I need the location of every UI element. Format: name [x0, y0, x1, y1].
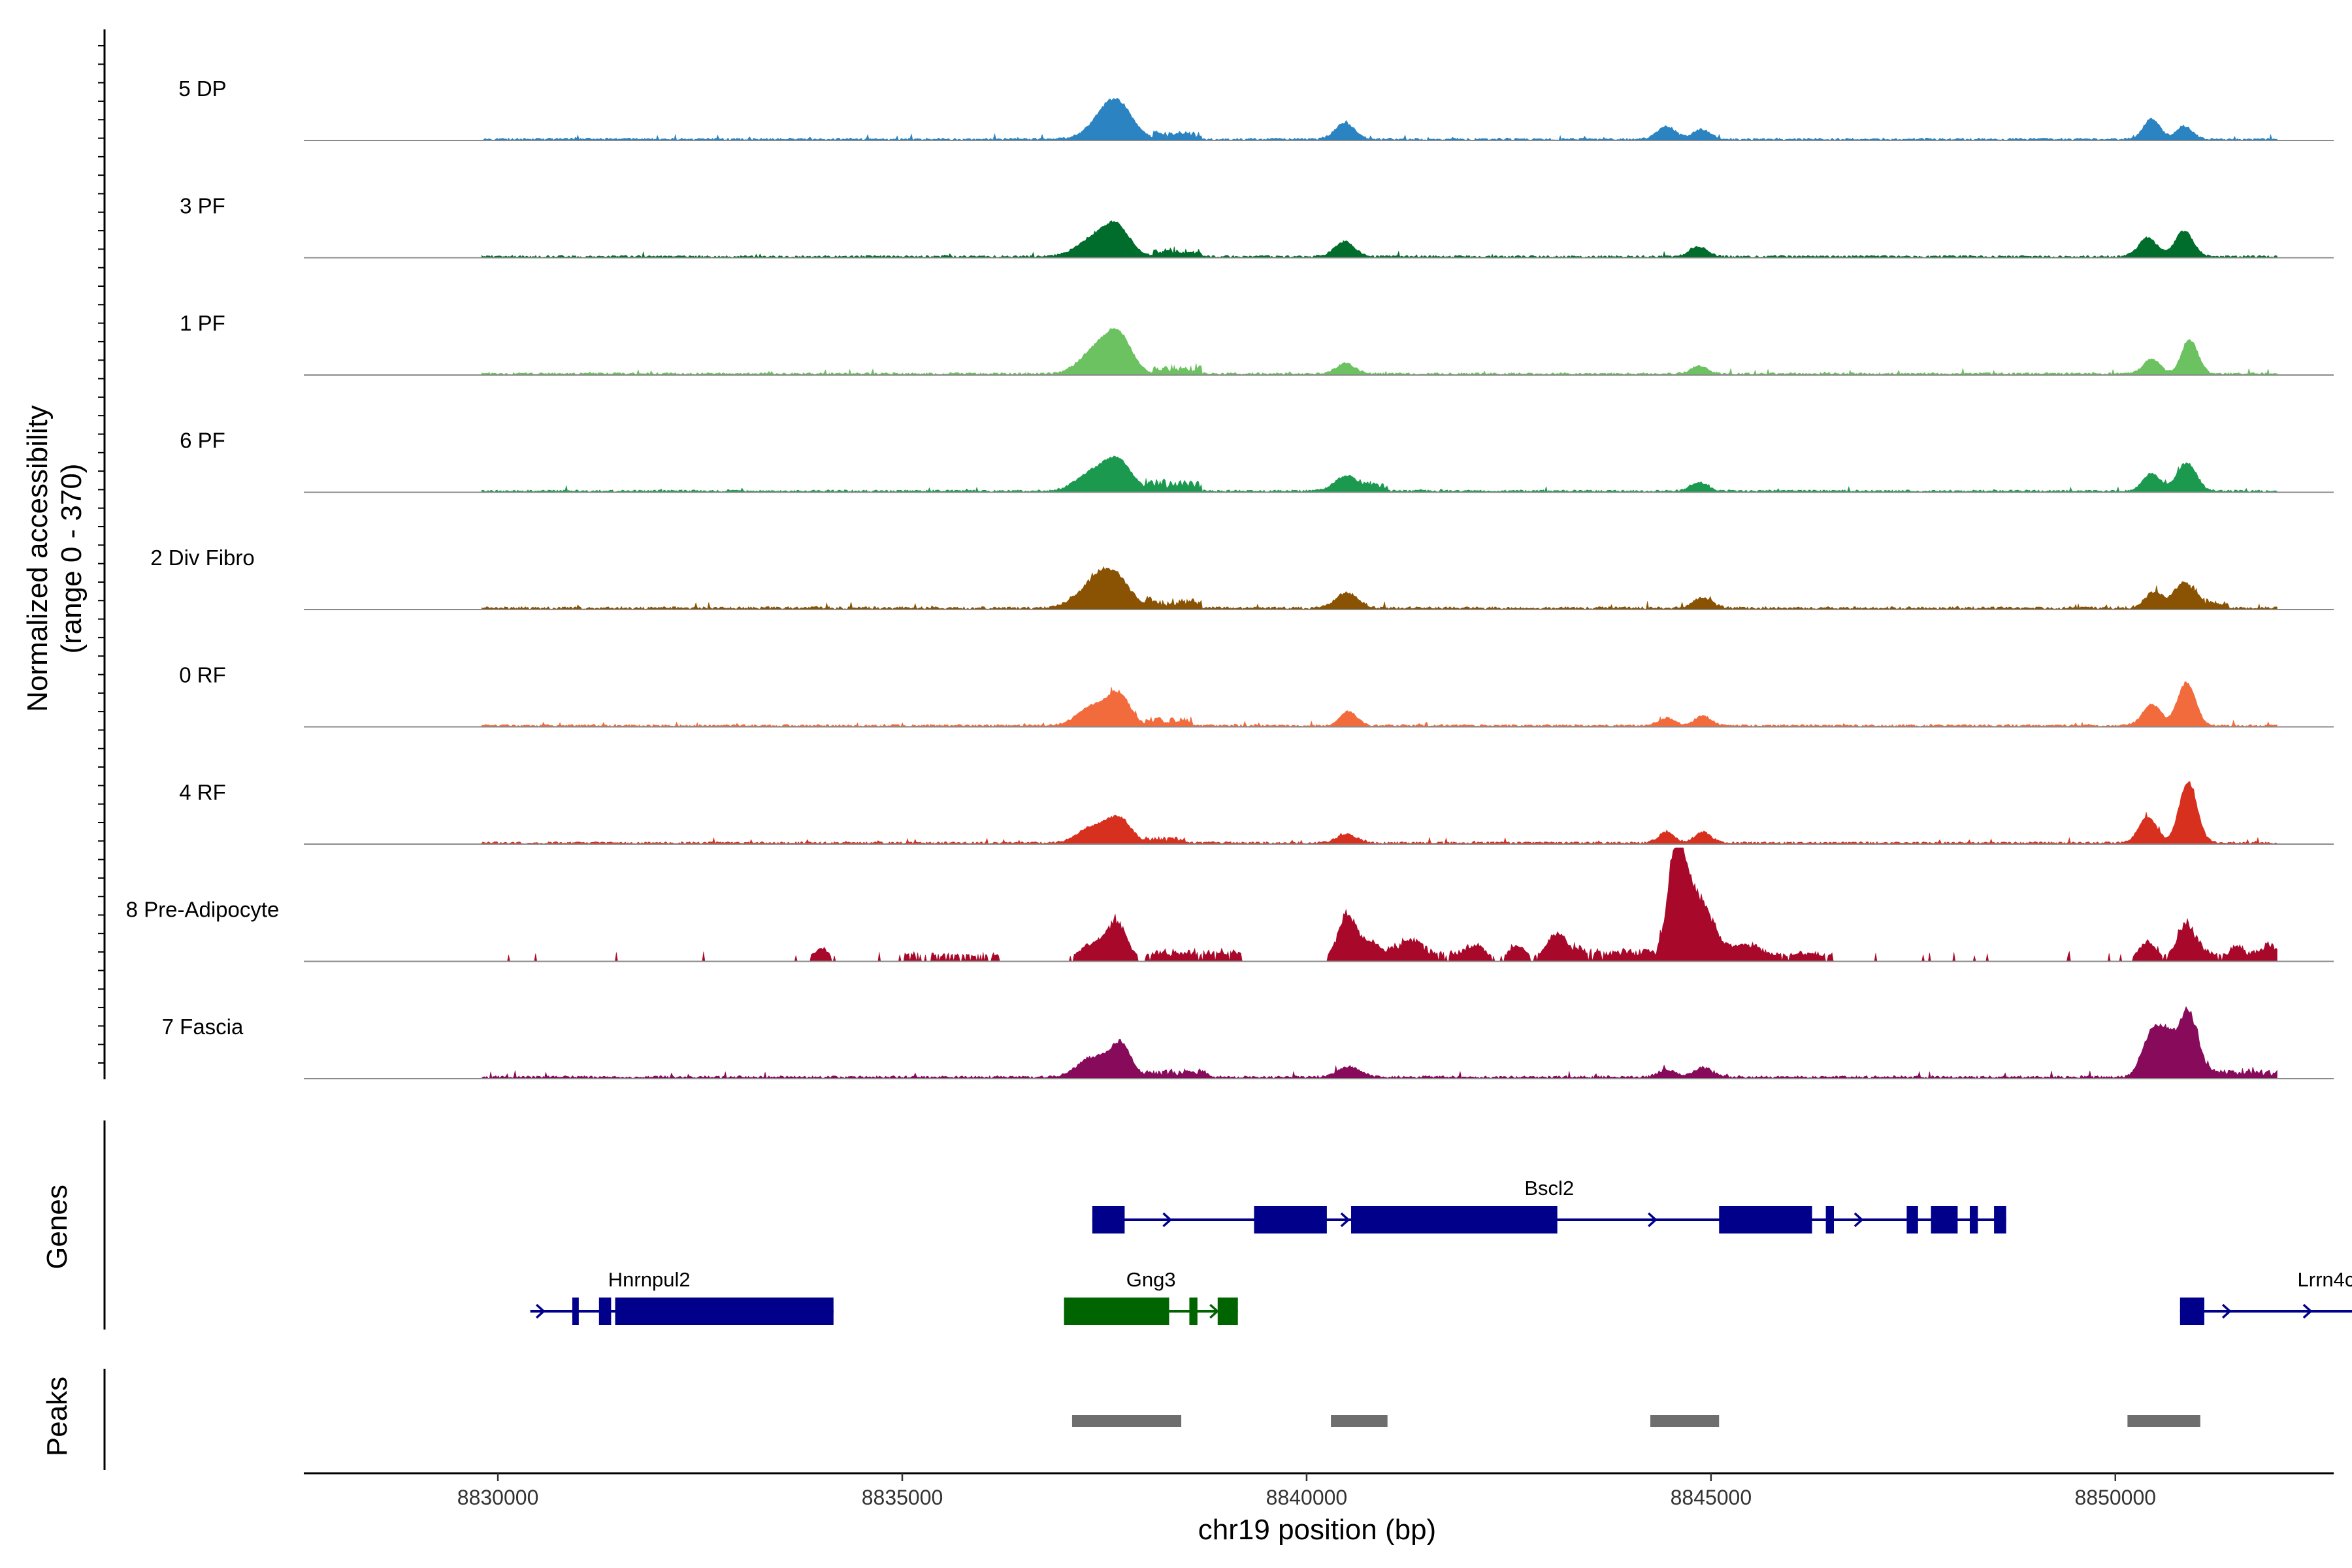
track-label: 2 Div Fibro: [150, 546, 255, 570]
x-axis-title: chr19 position (bp): [1198, 1514, 1436, 1546]
peak-region: [1331, 1415, 1388, 1427]
exon: [1189, 1298, 1198, 1325]
exon: [1906, 1206, 1918, 1233]
genes-panel-label: Genes: [41, 1184, 73, 1269]
coverage-track: 2 Div Fibro: [150, 546, 2334, 610]
exon: [1969, 1206, 1978, 1233]
exon: [1217, 1298, 1238, 1325]
track-label: 6 PF: [180, 429, 225, 453]
coverage-track: 7 Fascia: [162, 1005, 2334, 1079]
strand-arrow: [2221, 1303, 2232, 1319]
track-label: 4 RF: [179, 780, 226, 804]
gene-label: Lrrn4cl: [2298, 1268, 2352, 1291]
x-tick-label: 8830000: [457, 1486, 539, 1509]
x-tick-label: 8845000: [1671, 1486, 1752, 1509]
track-label: 5 DP: [178, 76, 226, 101]
gene-label: Bscl2: [1524, 1177, 1574, 1200]
coverage-area: [482, 455, 2278, 493]
exon: [598, 1298, 612, 1325]
exon: [1994, 1206, 2006, 1233]
strand-arrow: [1162, 1212, 1173, 1228]
peak-region: [1071, 1415, 1182, 1427]
coverage-track: 1 PF: [180, 311, 2334, 376]
exon: [1254, 1206, 1327, 1233]
exon: [1719, 1206, 1812, 1233]
gene-model: Hnrnpul2: [530, 1268, 834, 1325]
coverage-area: [482, 1005, 2278, 1079]
coverage-track: 5 DP: [178, 76, 2334, 141]
track-label: 7 Fascia: [162, 1015, 244, 1039]
strand-arrow: [1854, 1212, 1864, 1228]
coverage-track: 0 RF: [179, 663, 2334, 728]
coverage-y-axis: [98, 29, 106, 1079]
track-label: 8 Pre-Adipocyte: [126, 898, 280, 922]
x-axis: 8830000 8835000 8840000 8845000 8850000: [304, 1472, 2334, 1509]
exon: [1351, 1206, 1558, 1233]
track-label: 0 RF: [179, 663, 226, 687]
x-tick-label: 8850000: [2074, 1486, 2156, 1509]
coverage-area: [482, 220, 2278, 258]
peaks-panel-label: Peaks: [41, 1377, 73, 1456]
y-axis-title: Normalized accessibility: [22, 405, 54, 711]
exon: [1064, 1298, 1169, 1325]
track-label: 3 PF: [180, 194, 225, 218]
exon: [1092, 1206, 1125, 1233]
strand-arrow: [2302, 1303, 2313, 1319]
gene-label: Hnrnpul2: [608, 1268, 691, 1291]
strand-arrow: [1209, 1303, 1219, 1319]
gene-label: Gng3: [1126, 1268, 1176, 1291]
strand-arrow: [1648, 1212, 1658, 1228]
y-axis-range: (range 0 - 370): [56, 463, 88, 653]
exon: [1825, 1206, 1835, 1233]
peaks-panel: [103, 1369, 2200, 1470]
exon: [2180, 1298, 2204, 1325]
exon: [572, 1298, 579, 1325]
coverage-track: 6 PF: [180, 429, 2334, 493]
x-tick-label: 8840000: [1266, 1486, 1348, 1509]
gene-model: Bscl2: [1092, 1177, 2006, 1233]
coverage-area: [482, 781, 2278, 845]
strand-arrow: [1340, 1212, 1350, 1228]
coverage-area: [482, 328, 2278, 376]
exon: [615, 1298, 834, 1325]
gene-model: Gng3: [1064, 1268, 1238, 1325]
coverage-track: 4 RF: [179, 780, 2334, 845]
coverage-tracks: 5 DP 3 PF 1 PF 6 PF 2 Div Fibro 0 RF 4 RF 8 Pre…: [126, 76, 2334, 1079]
peak-region: [1650, 1415, 1720, 1427]
coverage-area: [482, 98, 2278, 141]
strand-arrow: [535, 1303, 546, 1319]
exon: [1931, 1206, 1958, 1233]
track-label: 1 PF: [180, 311, 225, 335]
peak-region: [2127, 1415, 2200, 1427]
genes-panel: Bscl2 Hnrnpul2 Gng3 Lrrn4cl: [103, 1120, 2352, 1330]
x-tick-label: 8835000: [862, 1486, 943, 1509]
coverage-track: 8 Pre-Adipocyte: [126, 847, 2334, 962]
coverage-track: 3 PF: [180, 194, 2334, 259]
coverage-area: [482, 566, 2278, 610]
gene-model: Lrrn4cl: [2180, 1268, 2352, 1325]
